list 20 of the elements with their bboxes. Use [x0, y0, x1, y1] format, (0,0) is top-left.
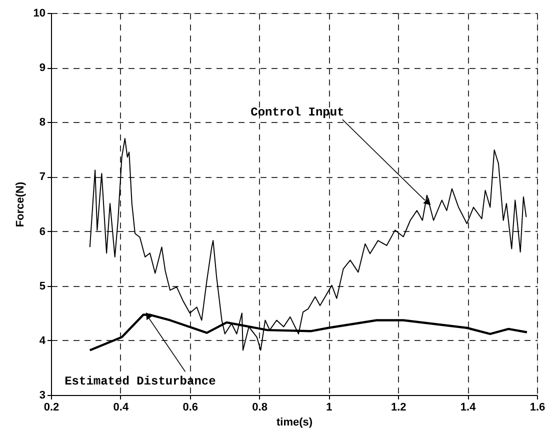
y-axis-title: Force(N) [14, 182, 26, 228]
y-tick-label: 10 [33, 8, 46, 20]
x-tick-label: 1.4 [460, 402, 477, 414]
y-tick-label: 6 [39, 226, 46, 238]
x-tick-label: 1 [326, 402, 332, 414]
x-tick-label: 1.2 [390, 402, 406, 414]
y-tick-label: 3 [39, 390, 46, 402]
y-tick-label: 9 [39, 62, 46, 74]
annotation: Estimated Disturbance [64, 374, 216, 389]
y-tick-label: 4 [39, 334, 46, 347]
y-tick-label: 5 [39, 280, 46, 292]
y-tick-label: 7 [39, 171, 46, 184]
x-tick-label: 0.6 [182, 402, 198, 414]
x-tick-label: 0.4 [113, 402, 130, 414]
y-tick-label: 8 [39, 116, 46, 129]
annotation: Control Input [250, 106, 344, 120]
x-tick-label: 1.6 [530, 402, 545, 414]
x-tick-label: 0.2 [44, 402, 60, 414]
x-tick-label: 0.8 [252, 402, 268, 414]
x-axis-title: time(s) [276, 416, 313, 428]
